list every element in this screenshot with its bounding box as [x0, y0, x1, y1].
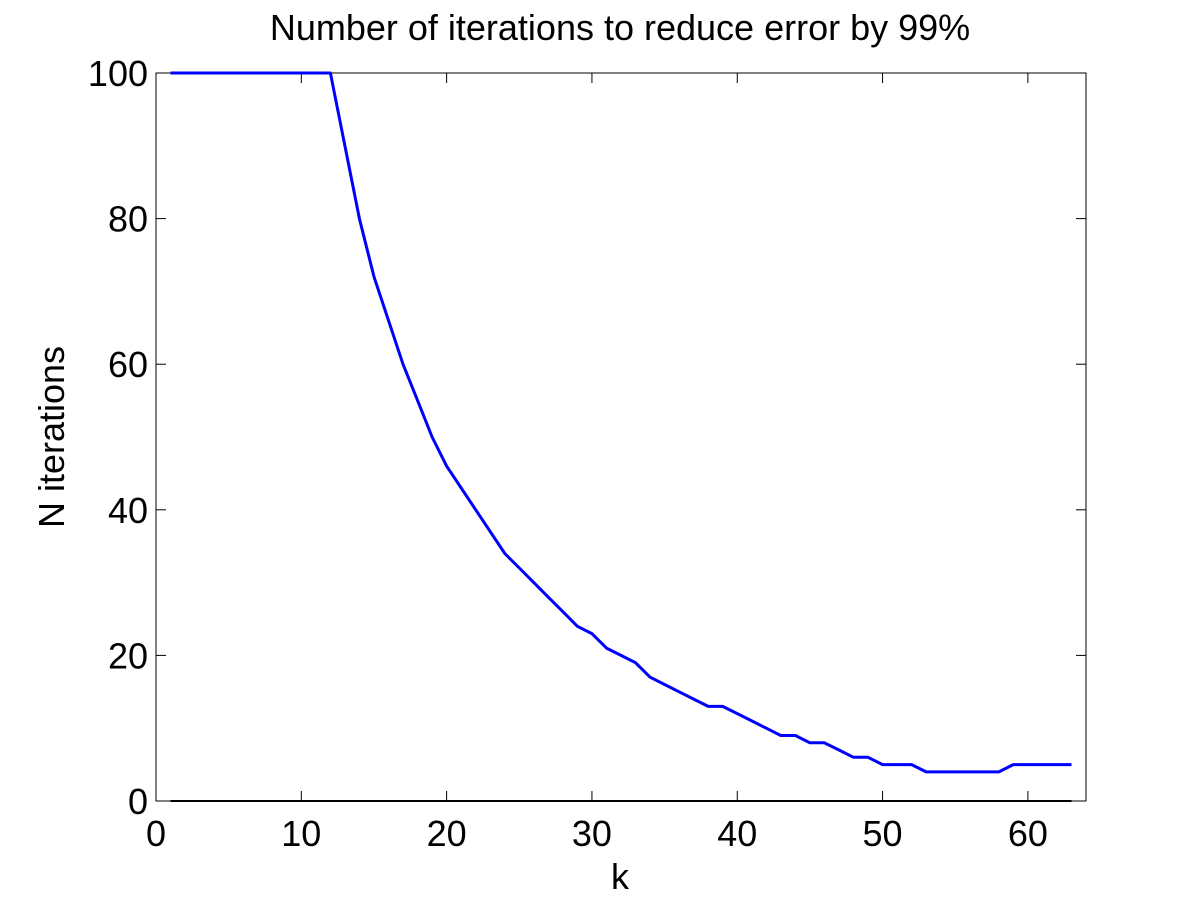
y-axis-label: N iterations [31, 346, 72, 528]
plot-area [155, 72, 1087, 802]
x-tick-label: 60 [1008, 813, 1048, 854]
axes-box [155, 72, 1087, 802]
series-layer [170, 71, 1072, 802]
y-tick-label: 40 [108, 490, 148, 531]
x-tick-label: 40 [717, 813, 757, 854]
chart-title: Number of iterations to reduce error by … [270, 7, 970, 48]
x-axis-label: k [611, 856, 630, 897]
y-tick-label: 100 [88, 53, 148, 94]
series-line-iterations [170, 71, 1072, 774]
y-tick-label: 0 [128, 781, 148, 822]
x-tick-label: 50 [863, 813, 903, 854]
x-tick-label: 30 [572, 813, 612, 854]
y-tick-label: 80 [108, 199, 148, 240]
ticks-layer: 0 10 20 30 40 50 60 0 20 40 60 80 100 [88, 53, 1086, 854]
x-tick-label: 10 [281, 813, 321, 854]
y-tick-label: 20 [108, 635, 148, 676]
x-tick-label: 0 [146, 813, 166, 854]
x-tick-label: 20 [427, 813, 467, 854]
y-tick-label: 60 [108, 344, 148, 385]
